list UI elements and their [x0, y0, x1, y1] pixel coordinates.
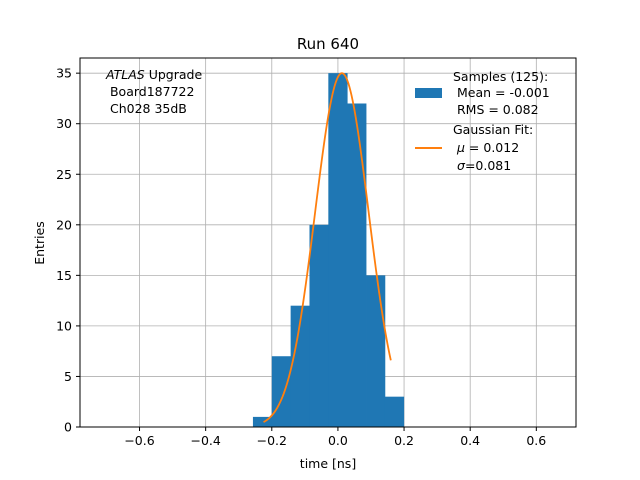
histogram-bars [252, 73, 405, 428]
annotation-atlas: ATLAS [105, 67, 145, 82]
y-tick-label: 35 [56, 66, 72, 81]
histogram-bar [328, 73, 348, 428]
x-tick-label: 0.4 [460, 433, 480, 448]
y-tick-label: 25 [56, 167, 72, 182]
annotation-board: Board187722 [106, 84, 194, 99]
x-tick-label: −0.6 [124, 433, 154, 448]
annotation-line-1: ATLAS Upgrade [105, 67, 202, 82]
legend-fit-mu: μ = 0.012 [456, 140, 519, 155]
histogram-bar [384, 396, 405, 427]
y-tick-label: 10 [56, 318, 72, 333]
legend: Samples (125): Mean = -0.001 RMS = 0.082… [415, 69, 550, 173]
legend-sigma-symbol: σ [457, 158, 466, 173]
plot-frame [79, 57, 577, 428]
x-tick-label: −0.4 [190, 433, 220, 448]
y-axis-label: Entries [32, 221, 47, 265]
x-tick-label: −0.2 [257, 433, 287, 448]
chart-title: Run 640 [297, 35, 359, 53]
histogram-bar [290, 305, 310, 427]
legend-samples-swatch [415, 88, 442, 98]
legend-fit-title: Gaussian Fit: [453, 122, 533, 137]
histogram-bar [366, 275, 386, 427]
y-tick-label: 20 [56, 217, 72, 232]
atlas-annotation: ATLAS Upgrade Board187722 Ch028 35dB [105, 67, 202, 116]
legend-fit-sigma: σ=0.081 [457, 158, 511, 173]
fit-curve [263, 72, 392, 423]
x-tick-label: 0.0 [328, 433, 348, 448]
x-axis-label: time [ns] [300, 456, 356, 471]
y-tick-label: 30 [56, 116, 72, 131]
histogram-bar [309, 224, 329, 427]
histogram-bar [271, 356, 292, 427]
y-tick-label: 5 [64, 369, 72, 384]
y-tick-label: 15 [56, 268, 72, 283]
histogram-bar [252, 416, 273, 427]
legend-mu-symbol: μ [456, 140, 465, 155]
legend-samples-title: Samples (125): [453, 69, 548, 84]
annotation-channel: Ch028 35dB [106, 101, 187, 116]
x-tick-label: 0.6 [526, 433, 546, 448]
legend-samples-rms: RMS = 0.082 [453, 102, 539, 117]
x-axis-ticks: −0.6 −0.4 −0.2 0.0 0.2 0.4 0.6 [124, 427, 546, 448]
legend-sigma-value: =0.081 [465, 158, 511, 173]
annotation-upgrade: Upgrade [145, 67, 203, 82]
gaussian-fit [263, 72, 392, 423]
histogram-bar [347, 103, 367, 427]
y-tick-label: 0 [64, 420, 72, 435]
y-axis-ticks: 0 5 10 15 20 25 30 35 [56, 66, 80, 435]
legend-samples-mean: Mean = -0.001 [453, 85, 550, 100]
x-tick-label: 0.2 [394, 433, 414, 448]
legend-mu-value: = 0.012 [465, 140, 519, 155]
